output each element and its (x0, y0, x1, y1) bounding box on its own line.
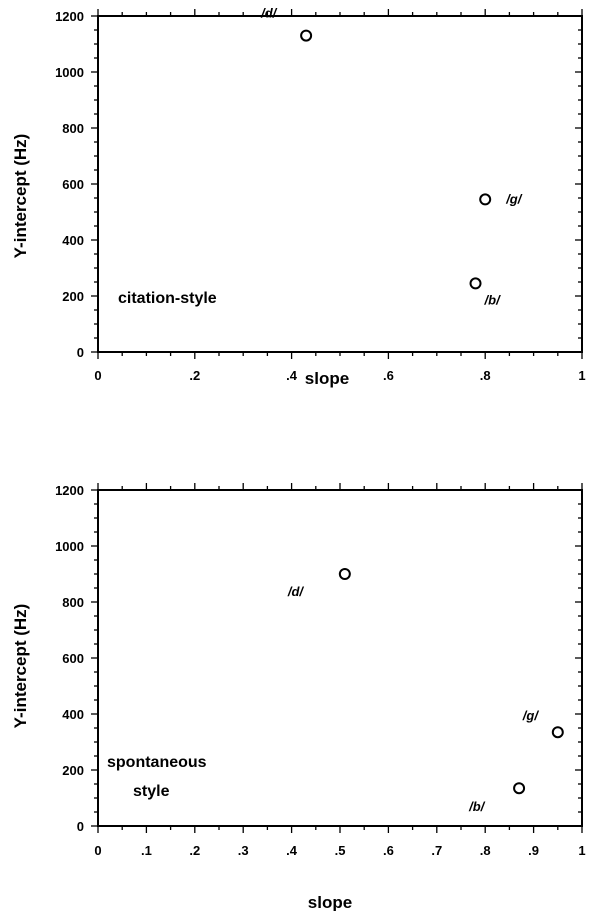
x-tick-label: .2 (189, 368, 200, 383)
data-point (551, 726, 564, 739)
y-tick-label: 600 (62, 651, 84, 666)
point-label: /g/ (505, 191, 523, 206)
annotation-style: citation-style (118, 290, 217, 307)
x-tick-label: .5 (335, 843, 346, 858)
x-tick-label: 1 (578, 368, 585, 383)
point-label: /d/ (260, 6, 278, 21)
y-tick-label: 1200 (55, 9, 84, 24)
y-tick-label: 800 (62, 595, 84, 610)
y-tick-label: 1200 (55, 483, 84, 498)
data-point (469, 277, 482, 290)
point-label: /d/ (287, 584, 305, 599)
x-tick-label: .6 (383, 843, 394, 858)
point-label: /b/ (468, 799, 486, 814)
data-point (479, 193, 492, 206)
data-point (338, 568, 351, 580)
chart-citation-style: 0 200 400 600 800 1000 1200 0 .2 .4 .6 .8 1 Y-inter… (11, 6, 586, 388)
data-point (300, 29, 313, 42)
y-tick-label: 0 (77, 819, 84, 834)
y-tick-labels: 0 200 400 600 800 1000 1200 (55, 9, 84, 360)
plot-frame (97, 489, 583, 827)
y-axis-label: Y-intercept (Hz) (11, 604, 30, 729)
x-axis-label: slope (305, 369, 349, 388)
x-tick-label: .8 (480, 368, 491, 383)
x-tick-label: .4 (286, 368, 298, 383)
annotation-style-line1: spontaneous (107, 754, 207, 771)
y-tick-label: 200 (62, 289, 84, 304)
x-tick-label: .1 (141, 843, 152, 858)
data-points: /d/ /g/ /b/ (260, 6, 523, 308)
x-tick-labels: 0 .1 .2 .3 .4 .5 .6 .7 .8 .9 1 (94, 843, 585, 858)
x-tick-label: 0 (94, 843, 101, 858)
y-tick-label: 1000 (55, 65, 84, 80)
x-tick-label: .3 (238, 843, 249, 858)
chart-spontaneous-style: 0 200 400 600 800 1000 1200 0 .1 .2 .3 .4 .5 .6 .7 .8.… (11, 483, 586, 911)
annotation-style-line2: style (133, 783, 170, 800)
point-label: /g/ (522, 708, 540, 723)
x-tick-label: .4 (286, 843, 298, 858)
y-tick-label: 400 (62, 707, 84, 722)
y-tick-label: 800 (62, 121, 84, 136)
x-tick-label: .8 (480, 843, 491, 858)
y-tick-label: 1000 (55, 539, 84, 554)
x-tick-label: .2 (189, 843, 200, 858)
data-point (513, 782, 526, 795)
x-axis-label: slope (308, 893, 352, 911)
y-tick-label: 200 (62, 763, 84, 778)
tick-marks (91, 9, 583, 359)
point-label: /b/ (484, 292, 502, 307)
y-tick-label: 600 (62, 177, 84, 192)
y-tick-label: 0 (77, 345, 84, 360)
x-tick-labels: 0 .2 .4 .6 .8 1 (94, 368, 585, 383)
x-tick-label: 1 (578, 843, 585, 858)
x-tick-label: .9 (528, 843, 539, 858)
x-tick-label: 0 (94, 368, 101, 383)
y-axis-label: Y-intercept (Hz) (11, 134, 30, 259)
y-tick-label: 400 (62, 233, 84, 248)
x-tick-label: .7 (431, 843, 442, 858)
tick-marks (91, 483, 583, 833)
data-points: /d/ /g/ /b/ (287, 568, 564, 814)
x-tick-label: .6 (383, 368, 394, 383)
y-tick-labels: 0 200 400 600 800 1000 1200 (55, 483, 84, 834)
